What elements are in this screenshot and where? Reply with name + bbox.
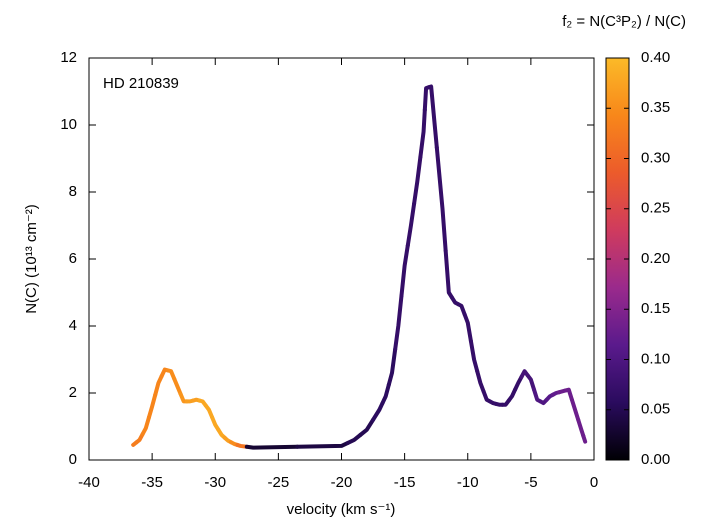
- line-piece: [426, 84, 439, 150]
- colorbar-tick-label: 0.10: [641, 350, 670, 367]
- y-tick-label: 8: [69, 183, 77, 200]
- colorbar-tick-label: 0.30: [641, 149, 670, 166]
- line-piece: [210, 415, 221, 432]
- line-piece: [581, 433, 588, 444]
- line-piece: [146, 392, 158, 420]
- y-tick-label: 4: [69, 317, 77, 334]
- colorbar-tick-label: 0.00: [641, 451, 670, 468]
- x-tick-label: -30: [204, 474, 226, 491]
- line-piece: [172, 376, 183, 396]
- line-piece: [513, 375, 524, 392]
- line-piece: [393, 293, 404, 352]
- line-piece: [380, 382, 391, 406]
- line-piece: [345, 432, 363, 445]
- line-piece: [462, 312, 473, 344]
- x-tick-label: 0: [590, 474, 598, 491]
- line-piece: [295, 440, 350, 449]
- x-axis-label: velocity (km s⁻¹): [287, 501, 396, 518]
- line-piece: [399, 243, 410, 298]
- x-tick-label: -40: [78, 474, 100, 491]
- x-tick-label: -5: [524, 474, 537, 491]
- line-piece: [475, 369, 486, 394]
- line-piece: [525, 373, 537, 392]
- line-piece: [422, 85, 431, 112]
- line-piece: [371, 401, 385, 422]
- y-tick-label: 2: [69, 384, 77, 401]
- colorbar-tick-label: 0.35: [641, 99, 670, 116]
- line-piece: [412, 154, 423, 206]
- colorbar-tick-label: 0.25: [641, 200, 670, 217]
- x-tick-label: -25: [268, 474, 290, 491]
- x-tick-label: -15: [394, 474, 416, 491]
- line-piece: [405, 201, 417, 248]
- line-piece: [165, 368, 177, 381]
- colorbar-label: f₂ = N(C³P₂) / N(C): [562, 13, 686, 30]
- x-tick-label: -10: [457, 474, 479, 491]
- line-piece: [358, 417, 376, 437]
- line-piece: [456, 302, 467, 317]
- x-tick-label: -20: [331, 474, 353, 491]
- line-piece: [235, 442, 249, 449]
- colorbar-tick-label: 0.20: [641, 250, 670, 267]
- line-piece: [134, 432, 145, 445]
- line-piece: [443, 248, 454, 300]
- line-piece: [153, 374, 164, 397]
- y-tick-label: 10: [60, 116, 77, 133]
- line-piece: [434, 145, 448, 253]
- annotation: HD 210839: [103, 75, 179, 92]
- y-tick-label: 6: [69, 250, 77, 267]
- line-piece: [506, 387, 518, 403]
- line-piece: [569, 397, 581, 422]
- y-tick-label: 12: [60, 49, 77, 66]
- colorbar-tick-label: 0.15: [641, 300, 670, 317]
- line-piece: [563, 387, 574, 402]
- colorbar-tick-label: 0.05: [641, 401, 670, 418]
- plot-frame: [88, 57, 595, 461]
- line-piece: [418, 107, 427, 159]
- line-piece: [576, 417, 586, 438]
- line-piece: [244, 444, 300, 450]
- line-piece: [140, 415, 151, 437]
- y-axis-label: N(C) (10¹³ cm⁻²): [23, 204, 40, 314]
- line-piece: [386, 347, 398, 387]
- x-tick-label: -35: [141, 474, 163, 491]
- colorbar-tick-label: 0.40: [641, 49, 670, 66]
- line-piece: [468, 339, 480, 374]
- y-tick-label: 0: [69, 451, 77, 468]
- line-piece: [203, 403, 215, 420]
